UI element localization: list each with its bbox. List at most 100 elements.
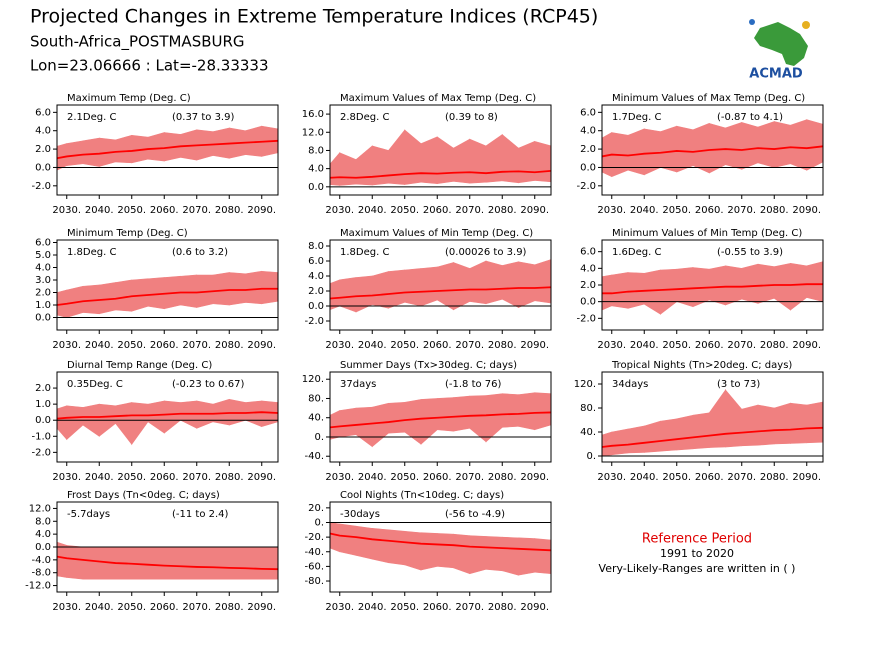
y-tick-label: -40.	[304, 451, 324, 462]
x-tick-label: 2040.	[630, 472, 659, 483]
x-tick-label: 2060.	[150, 602, 179, 613]
panel-title: Maximum Values of Min Temp (Deg. C)	[340, 228, 533, 239]
x-tick-label: 2050.	[117, 602, 146, 613]
y-tick-label: -8.0	[31, 568, 51, 579]
range-band	[453, 533, 471, 575]
mean-label: -5.7days	[67, 509, 110, 520]
mean-line	[601, 145, 824, 158]
x-tick-label: 2050.	[390, 340, 419, 351]
mean-line	[56, 139, 279, 160]
range-band	[228, 546, 246, 580]
y-tick-label: -4.0	[31, 555, 51, 566]
x-tick-label: 2090.	[247, 472, 276, 483]
x-tick-label: 2050.	[662, 340, 691, 351]
range-band	[436, 397, 454, 432]
range-band	[790, 119, 808, 171]
range-band	[534, 392, 552, 431]
y-tick-label: 12.0	[29, 503, 51, 514]
coordinates: Lon=23.06666 : Lat=-28.33333	[30, 57, 269, 75]
x-tick-label: 2040.	[630, 340, 659, 351]
range-band	[420, 136, 438, 184]
range-band	[501, 536, 519, 576]
y-tick-label: -2.0	[576, 313, 596, 324]
x-tick-label: 2050.	[390, 205, 419, 216]
x-tick-label: 2050.	[117, 340, 146, 351]
range-band	[757, 263, 775, 304]
y-tick-label: 4.0	[580, 263, 596, 274]
range-band	[806, 261, 824, 303]
range-band	[692, 412, 710, 450]
y-tick-label: 5.0	[35, 250, 51, 261]
range-band	[773, 402, 791, 445]
range-band	[790, 402, 808, 444]
range-band	[180, 274, 198, 308]
y-tick-label: 1.0	[35, 399, 51, 410]
x-tick-label: 2060.	[150, 340, 179, 351]
range-band	[453, 262, 471, 311]
x-tick-label: 2090.	[247, 340, 276, 351]
x-tick-label: 2030.	[325, 340, 354, 351]
x-tick-label: 2060.	[423, 602, 452, 613]
x-tick-label: 2070.	[455, 205, 484, 216]
range-band	[518, 392, 536, 431]
x-tick-label: 2070.	[182, 602, 211, 613]
range-label: (0.6 to 3.2)	[172, 247, 228, 258]
x-tick-label: 2040.	[85, 340, 114, 351]
range-band	[469, 138, 487, 184]
x-tick-label: 2070.	[182, 340, 211, 351]
range-label: (0.37 to 3.9)	[172, 112, 234, 123]
y-tick-label: 8.0	[308, 145, 324, 156]
plot-frame	[601, 371, 824, 463]
y-tick-label: 120.	[574, 379, 596, 390]
range-band	[371, 528, 389, 564]
y-tick-label: 40.	[580, 427, 596, 438]
x-tick-label: 2060.	[150, 205, 179, 216]
x-tick-label: 2080.	[488, 205, 517, 216]
range-band	[773, 121, 791, 168]
range-band	[611, 272, 629, 309]
range-band	[692, 122, 710, 174]
y-tick-label: -12.0	[25, 581, 51, 592]
range-band	[806, 119, 824, 171]
x-tick-label: 2030.	[597, 340, 626, 351]
x-tick-label: 2040.	[85, 602, 114, 613]
y-tick-label: 0.0	[580, 297, 596, 308]
x-tick-label: 2070.	[455, 472, 484, 483]
range-band	[115, 279, 133, 312]
plot-frame	[56, 104, 279, 196]
y-tick-label: 2.0	[35, 144, 51, 155]
x-tick-label: 2040.	[630, 205, 659, 216]
mean-label: 2.8Deg. C	[340, 112, 389, 123]
location: South-Africa_POSTMASBURG	[30, 33, 245, 52]
range-band	[82, 546, 100, 580]
y-tick-label: 0.0	[35, 542, 51, 553]
range-band	[534, 259, 552, 304]
reference-note: Very-Likely-Ranges are written in ( )	[599, 562, 796, 575]
range-band	[196, 546, 214, 580]
y-tick-label: -80.	[304, 576, 324, 587]
range-band	[212, 272, 230, 306]
x-tick-label: 2090.	[520, 472, 549, 483]
y-tick-label: 2.0	[580, 280, 596, 291]
x-tick-label: 2040.	[85, 205, 114, 216]
range-band	[404, 530, 422, 571]
y-tick-label: 120.	[302, 374, 324, 385]
range-band	[741, 404, 759, 447]
x-tick-label: 2060.	[695, 205, 724, 216]
x-tick-label: 2030.	[52, 205, 81, 216]
y-tick-label: 4.0	[35, 529, 51, 540]
panel-title: Minimum Temp (Deg. C)	[67, 228, 188, 239]
logo: ACMAD	[749, 19, 810, 82]
x-tick-label: 2030.	[52, 340, 81, 351]
range-band	[261, 400, 279, 428]
range-band	[534, 538, 552, 575]
range-band	[501, 261, 519, 308]
y-tick-label: 0.	[586, 451, 596, 462]
panel-title: Cool Nights (Tn<10deg. C; days)	[340, 490, 504, 501]
range-label: (0.39 to 8)	[445, 112, 498, 123]
range-band	[228, 272, 246, 306]
range-band	[147, 546, 165, 580]
range-band	[404, 268, 422, 307]
y-tick-label: 2.0	[580, 144, 596, 155]
range-band	[436, 533, 454, 569]
